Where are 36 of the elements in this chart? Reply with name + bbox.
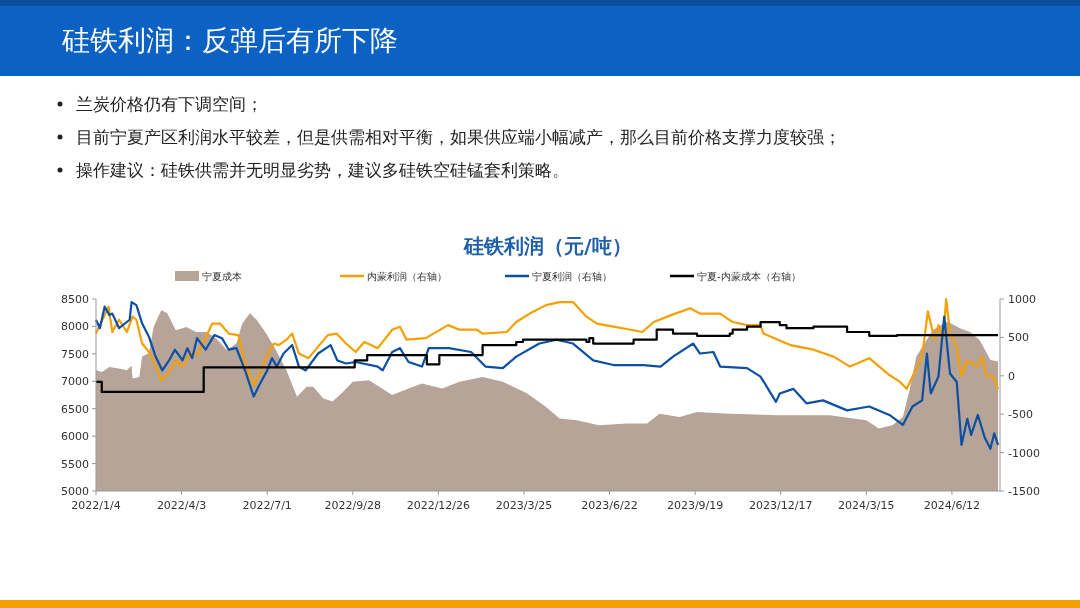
- chart-subtitle: 硅铁利润（元/吨）: [463, 234, 632, 258]
- legend-label: 宁夏-内蒙成本（右轴）: [697, 271, 801, 282]
- y-tick-label: 8500: [61, 293, 89, 306]
- x-tick-label: 2022/1/4: [71, 499, 121, 512]
- text: 目前宁夏产区利润水平较差，但是供需相对平衡，如果供应端小幅减产，那么目前价格支撑力度较强；: [76, 127, 841, 147]
- y2-tick-label: 500: [1008, 331, 1029, 345]
- x-tick-label: 2023/6/22: [581, 499, 638, 512]
- y2-tick-label: -1000: [1008, 446, 1040, 460]
- x-tick-label: 2024/3/15: [838, 499, 895, 512]
- y-tick-label: 8000: [61, 320, 89, 334]
- x-tick-label: 2023/9/19: [666, 499, 724, 512]
- text: 兰炭价格仍有下调空间；: [76, 94, 263, 114]
- line-series: [94, 300, 1000, 450]
- y-tick-label: 5500: [61, 457, 89, 471]
- y-tick-label: 5000: [61, 485, 89, 498]
- line-series: [94, 297, 1000, 390]
- chart-title: 硅铁利润：反弹后有所下降: [61, 24, 398, 57]
- y-tick-label: 6000: [61, 430, 89, 444]
- text: 操作建议：硅铁供需并无明显劣势，建议多硅铁空硅锰套利策略。: [76, 160, 569, 180]
- y2-tick-label: -500: [1008, 408, 1033, 422]
- y-tick-label: 7500: [61, 347, 89, 361]
- x-tick-label: 2023/3/25: [495, 499, 553, 512]
- x-tick-label: 2022/12/26: [406, 499, 471, 512]
- y-tick-label: 6500: [61, 402, 89, 416]
- legend-label: 内蒙利润（右轴）: [367, 271, 447, 282]
- x-tick-label: 2023/12/17: [749, 499, 813, 512]
- legend-label: 宁夏利润（右轴）: [532, 271, 612, 282]
- legend-label: 宁夏成本: [202, 271, 242, 282]
- x-tick-label: 2024/6/12: [923, 499, 981, 512]
- x-tick-label: 2022/7/1: [242, 499, 292, 512]
- y-tick-label: 7000: [61, 375, 89, 389]
- x-tick-label: 2022/9/28: [324, 499, 381, 512]
- x-tick-label: 2022/4/3: [156, 499, 207, 512]
- y2-tick-label: -1500: [1008, 485, 1040, 498]
- y2-tick-label: 1000: [1008, 293, 1036, 306]
- y2-tick-label: 0: [1008, 369, 1015, 383]
